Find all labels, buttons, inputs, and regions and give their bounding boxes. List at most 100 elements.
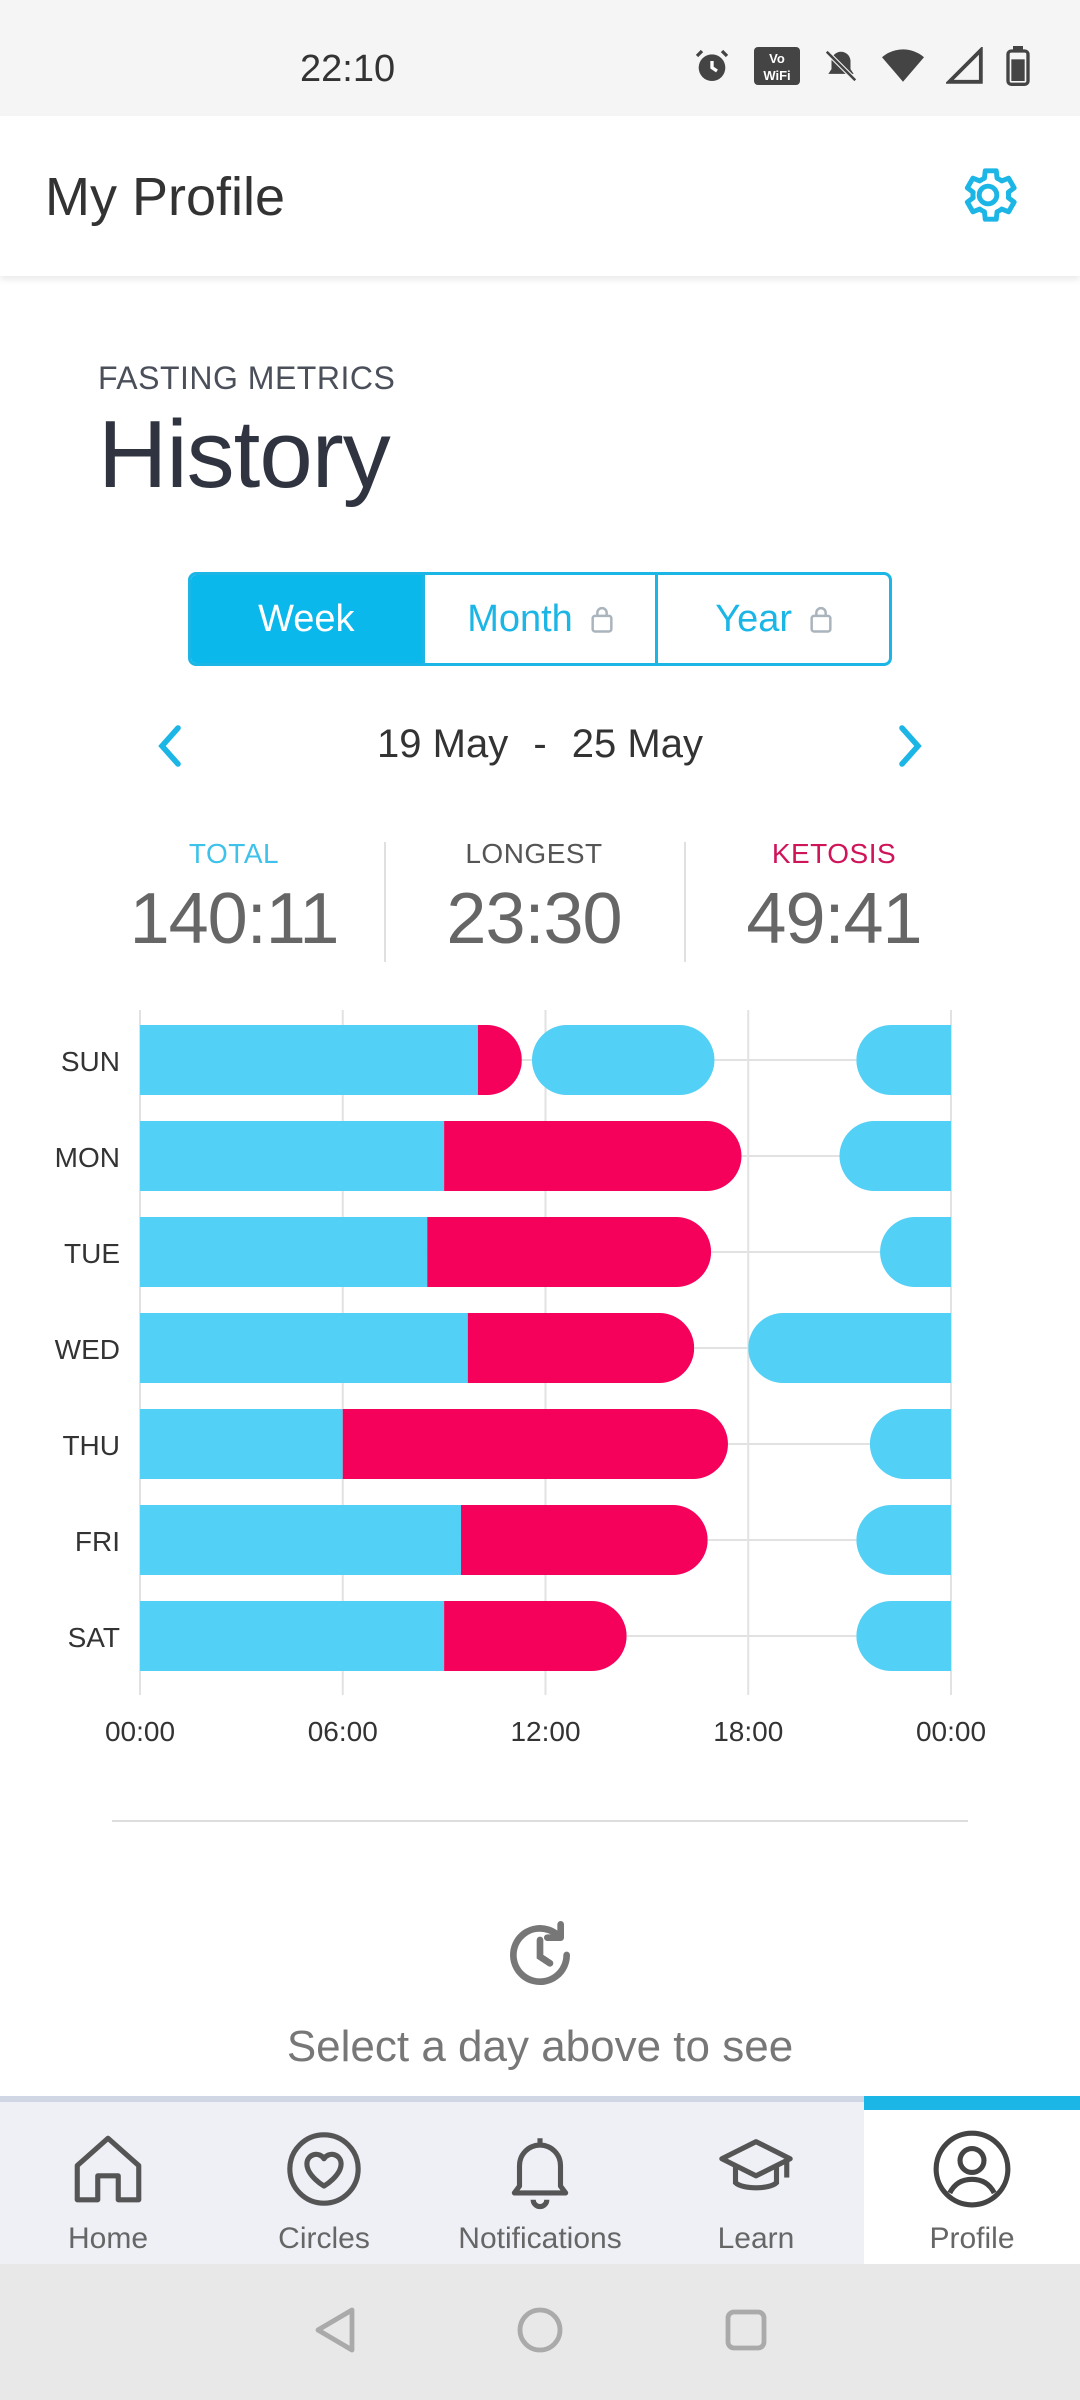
metric-longest: LONGEST 23:30 (384, 838, 684, 968)
system-navigation-bar (0, 2264, 1080, 2400)
day-label-tue: TUE (64, 1238, 120, 1269)
nav-profile[interactable]: Profile (864, 2096, 1080, 2264)
chevron-right-icon (899, 725, 922, 767)
lock-icon (810, 606, 832, 633)
fasting-segment-sun (531, 1025, 715, 1095)
fast-block[interactable] (869, 1409, 951, 1479)
fast-block[interactable] (839, 1121, 951, 1191)
fast-block[interactable] (856, 1025, 951, 1095)
section-title: History (98, 401, 391, 508)
fast-block[interactable] (531, 1025, 715, 1095)
tab-year-label: Year (715, 597, 793, 640)
fasting-segment-sat (140, 1601, 445, 1671)
back-button[interactable] (312, 2306, 356, 2359)
fast-block[interactable] (140, 1601, 627, 1671)
home-icon (74, 2135, 142, 2203)
fasting-segment-sat (856, 1601, 951, 1671)
previous-week-button[interactable] (140, 716, 200, 776)
section-label: FASTING METRICS (98, 360, 396, 396)
bottom-navigation: Home Circles Notifications Learn Profile (0, 2096, 1080, 2264)
x-tick-label: 00:00 (105, 1716, 175, 1747)
home-system-button[interactable] (516, 2306, 564, 2359)
nav-profile-label: Profile (929, 2222, 1015, 2255)
metric-value: 140:11 (129, 879, 340, 959)
bell-off-icon (822, 47, 860, 90)
fasting-segment-wed (140, 1313, 468, 1383)
nav-circles[interactable]: Circles (216, 2102, 432, 2264)
fast-block[interactable] (880, 1217, 951, 1287)
fast-block[interactable] (856, 1505, 951, 1575)
status-icons: Vo WiFi (692, 45, 1030, 91)
nav-learn[interactable]: Learn (648, 2102, 864, 2264)
settings-button[interactable] (952, 159, 1024, 231)
page-title: My Profile (45, 167, 286, 227)
alarm-icon (692, 46, 732, 91)
day-label-mon: MON (55, 1142, 120, 1173)
date-navigation: 19 May - 25 May (140, 706, 940, 786)
metric-ketosis: KETOSIS 49:41 (684, 838, 984, 968)
nav-circles-label: Circles (278, 2222, 370, 2255)
metric-label: KETOSIS (771, 838, 897, 869)
fast-block[interactable] (140, 1313, 695, 1383)
nav-notifications[interactable]: Notifications (432, 2102, 648, 2264)
date-range-separator: - (533, 722, 547, 766)
bell-icon (511, 2138, 569, 2210)
fasting-segment-thu (869, 1409, 951, 1479)
svg-text:WiFi: WiFi (763, 68, 790, 83)
fasting-segment-mon (140, 1121, 445, 1191)
fast-block[interactable] (856, 1601, 951, 1671)
metrics-summary: TOTAL 140:11 LONGEST 23:30 KETOSIS 49:41 (84, 838, 984, 968)
fasting-segment-tue (880, 1217, 951, 1287)
wifi-icon (882, 47, 924, 90)
fasting-segment-sun (140, 1025, 478, 1095)
tab-week[interactable]: Week (191, 575, 425, 663)
tab-month-label: Month (467, 597, 573, 640)
fasting-segment-fri (140, 1505, 462, 1575)
day-label-wed: WED (55, 1334, 120, 1365)
fasting-segment-mon (839, 1121, 951, 1191)
lock-icon (591, 606, 613, 633)
fast-block[interactable] (140, 1505, 708, 1575)
recents-button[interactable] (724, 2308, 768, 2357)
day-label-thu: THU (62, 1430, 120, 1461)
nav-home[interactable]: Home (0, 2102, 216, 2264)
fast-block[interactable] (140, 1025, 522, 1095)
next-week-button[interactable] (880, 716, 940, 776)
ketosis-segment-sun (477, 1025, 522, 1095)
fast-block[interactable] (140, 1121, 742, 1191)
graduation-cap-icon (719, 2139, 793, 2191)
metric-value: 49:41 (746, 879, 922, 959)
nav-learn-label: Learn (717, 2222, 795, 2255)
fast-block[interactable] (748, 1313, 951, 1383)
metric-total: TOTAL 140:11 (84, 838, 384, 968)
fasting-segment-wed (748, 1313, 951, 1383)
x-tick-label: 12:00 (510, 1716, 580, 1747)
metric-value: 23:30 (446, 879, 622, 959)
nav-notifications-label: Notifications (458, 2222, 622, 2255)
gear-icon (964, 168, 1017, 222)
chevron-left-icon (158, 725, 181, 767)
fast-block[interactable] (140, 1217, 712, 1287)
battery-icon (1006, 46, 1030, 91)
metric-label: TOTAL (188, 838, 280, 869)
status-time: 22:10 (300, 48, 396, 90)
signal-icon (944, 45, 984, 90)
day-label-sat: SAT (68, 1622, 120, 1653)
ketosis-segment-thu (342, 1409, 728, 1479)
svg-text:Vo: Vo (769, 51, 785, 66)
period-segmented-control: Week Month Year (188, 572, 892, 666)
tab-year[interactable]: Year (658, 575, 889, 663)
tab-month[interactable]: Month (425, 575, 659, 663)
heart-circle-icon (287, 2132, 361, 2206)
fasting-segment-sun (856, 1025, 951, 1095)
ketosis-segment-sat (444, 1601, 627, 1671)
ketosis-segment-tue (427, 1217, 712, 1287)
metric-label: LONGEST (465, 838, 603, 869)
app-header: My Profile (0, 116, 1080, 276)
status-bar: 22:10 Vo WiFi (0, 0, 1080, 116)
history-icon (510, 1921, 570, 1986)
fasting-segment-fri (856, 1505, 951, 1575)
x-tick-label: 00:00 (916, 1716, 986, 1747)
recents-square-icon (725, 2309, 767, 2350)
fast-block[interactable] (140, 1409, 728, 1479)
